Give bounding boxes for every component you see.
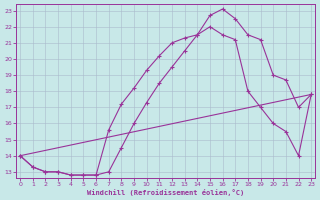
X-axis label: Windchill (Refroidissement éolien,°C): Windchill (Refroidissement éolien,°C) xyxy=(87,189,244,196)
